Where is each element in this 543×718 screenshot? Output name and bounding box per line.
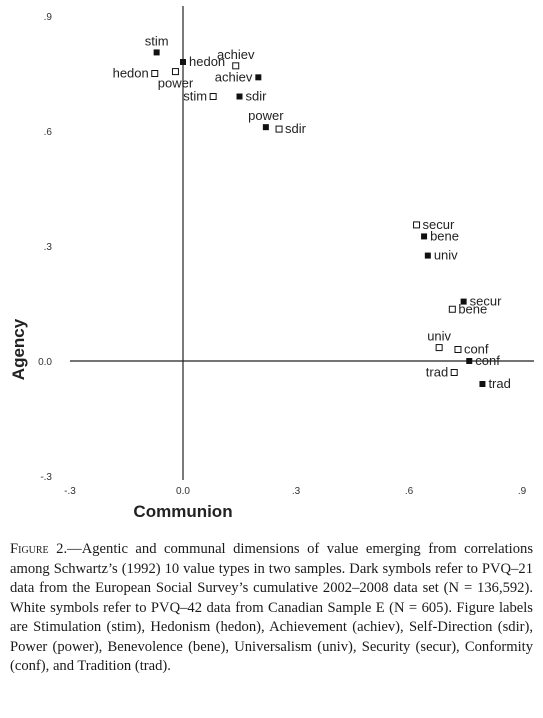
point-label: univ <box>427 329 451 344</box>
filled-square-marker <box>262 124 269 131</box>
point-label: trad <box>488 376 510 391</box>
caption-label: Figure 2. <box>10 541 68 557</box>
figure-caption: Figure 2.—Agentic and communal dimension… <box>10 540 533 677</box>
point-label: achiev <box>217 47 255 62</box>
point-label: univ <box>434 248 458 263</box>
y-tick-label: .3 <box>44 242 53 253</box>
filled-square-marker <box>479 381 486 387</box>
open-square-marker <box>413 221 421 229</box>
point-label: sdir <box>246 89 268 104</box>
point-label: sdir <box>285 121 307 136</box>
point-labels: stimhedonachievsdirpowerbeneunivsecurcon… <box>113 33 511 391</box>
point-label: bene <box>430 228 459 243</box>
point-label: power <box>158 76 194 91</box>
filled-square-marker <box>236 93 243 100</box>
tick-labels: -.3 0.0 .3 .6 .9 -.3 0.0 .3 .6 .9 <box>38 12 527 497</box>
filled-square-marker <box>460 298 467 305</box>
point-label: conf <box>475 353 500 368</box>
point-label: achiev <box>215 69 253 84</box>
open-square-marker <box>171 68 179 76</box>
filled-square-marker <box>153 49 160 56</box>
point-label: power <box>248 108 284 123</box>
open-square-marker <box>435 344 443 352</box>
point-label: hedon <box>113 66 149 81</box>
point-label: hedon <box>189 54 225 69</box>
point-label: trad <box>426 365 448 380</box>
filled-square-marker <box>424 252 431 259</box>
point-label: bene <box>458 301 487 316</box>
filled-square-marker <box>255 74 262 81</box>
point-label: secur <box>423 217 455 232</box>
point-label: secur <box>470 294 502 309</box>
filled-square-marker <box>180 59 186 65</box>
point-label: stim <box>145 33 169 48</box>
open-square-marker <box>275 125 283 133</box>
scatter-chart: -.3 0.0.3.6.9-.30.0.3.6.9 stimhedonachiev… <box>9 6 534 521</box>
caption-text: —Agentic and communal dimensions of valu… <box>10 541 533 674</box>
data-points <box>151 49 486 387</box>
x-tick-label: .9 <box>518 486 527 497</box>
filled-square-marker <box>421 233 428 240</box>
open-square-marker <box>454 346 462 353</box>
x-tick-label: .6 <box>405 486 414 497</box>
y-axis-title: Agency <box>9 318 28 380</box>
open-square-marker <box>232 62 240 70</box>
axes <box>70 6 534 480</box>
point-label: stim <box>183 89 207 104</box>
x-tick-label: -.3 <box>64 486 76 497</box>
y-tick-label: -.3 <box>40 472 52 483</box>
x-axis-title: Communion <box>133 502 232 521</box>
open-square-marker <box>151 70 159 77</box>
y-tick-label: .6 <box>44 127 53 138</box>
filled-square-marker <box>466 358 473 364</box>
open-square-marker <box>209 93 217 100</box>
y-tick-label: 0.0 <box>38 357 52 368</box>
open-square-marker <box>448 305 456 313</box>
x-tick-label: .3 <box>292 486 301 497</box>
x-tick-label: 0.0 <box>176 486 190 497</box>
open-square-marker <box>450 369 458 376</box>
point-label: conf <box>464 342 489 357</box>
y-tick-label: .9 <box>44 12 53 23</box>
